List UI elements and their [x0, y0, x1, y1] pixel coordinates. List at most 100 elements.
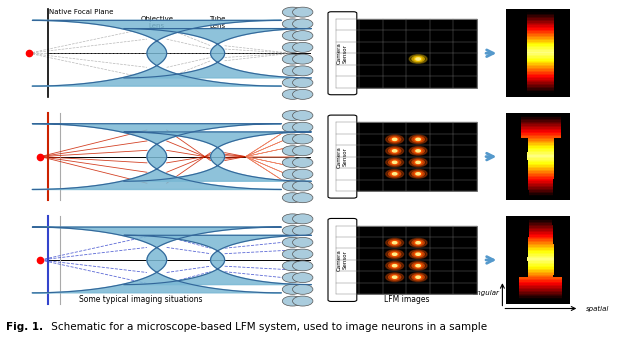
Circle shape	[409, 261, 427, 270]
Circle shape	[292, 272, 313, 283]
Circle shape	[282, 214, 303, 224]
Bar	[529, 228, 553, 229]
Bar	[527, 88, 554, 90]
Bar	[527, 18, 554, 19]
Bar	[529, 231, 553, 232]
Bar	[527, 47, 554, 49]
Circle shape	[414, 275, 422, 279]
Bar	[527, 77, 554, 78]
Circle shape	[390, 137, 399, 141]
Bar	[529, 225, 552, 226]
Bar	[527, 46, 554, 47]
Bar	[529, 114, 553, 116]
Bar	[527, 36, 554, 37]
Polygon shape	[124, 29, 312, 78]
Circle shape	[282, 66, 303, 76]
Bar	[528, 244, 554, 245]
Circle shape	[412, 171, 424, 177]
Polygon shape	[32, 20, 282, 86]
Circle shape	[414, 252, 422, 256]
Bar	[528, 183, 554, 184]
Bar	[521, 125, 561, 126]
Circle shape	[386, 147, 404, 155]
Circle shape	[412, 274, 424, 280]
Circle shape	[292, 249, 313, 259]
Bar	[527, 84, 554, 85]
Circle shape	[292, 146, 313, 156]
Bar	[521, 113, 561, 114]
Bar	[527, 14, 554, 15]
Bar	[519, 285, 563, 286]
Text: MLA: MLA	[290, 9, 305, 15]
Bar	[528, 266, 554, 267]
Circle shape	[292, 226, 313, 236]
Bar	[527, 21, 554, 23]
Circle shape	[386, 238, 404, 247]
Circle shape	[386, 135, 404, 144]
Circle shape	[392, 253, 397, 255]
Circle shape	[282, 272, 303, 283]
Bar	[527, 61, 554, 62]
Bar	[527, 27, 554, 29]
Bar	[529, 192, 553, 193]
Bar	[528, 142, 554, 143]
Circle shape	[282, 31, 303, 41]
Bar	[519, 301, 563, 302]
Bar	[527, 65, 554, 66]
Circle shape	[292, 193, 313, 203]
Text: Schematic for a microscope-based LFM system, used to image neurons in a sample: Schematic for a microscope-based LFM sys…	[48, 322, 487, 332]
Bar	[527, 96, 554, 97]
Bar	[528, 137, 554, 139]
Circle shape	[392, 173, 397, 175]
Circle shape	[412, 148, 424, 154]
Bar	[527, 147, 554, 148]
Bar	[506, 113, 570, 200]
Bar	[528, 130, 554, 132]
Bar	[527, 30, 554, 31]
Bar	[527, 45, 554, 46]
Polygon shape	[32, 227, 282, 293]
Bar	[528, 275, 554, 276]
Bar	[527, 87, 554, 88]
Circle shape	[388, 148, 401, 154]
Circle shape	[392, 161, 397, 164]
Bar	[528, 251, 554, 253]
Bar	[527, 90, 554, 91]
Circle shape	[292, 169, 313, 179]
Bar	[529, 235, 553, 237]
Bar	[529, 184, 553, 186]
Bar	[528, 132, 554, 133]
Circle shape	[390, 149, 399, 153]
Bar	[336, 122, 477, 191]
Bar	[528, 139, 554, 141]
Bar	[506, 9, 570, 97]
Bar	[519, 282, 563, 283]
Bar	[528, 133, 554, 135]
Circle shape	[386, 158, 404, 167]
Text: EPIs: EPIs	[536, 295, 552, 304]
Circle shape	[386, 169, 404, 178]
Circle shape	[282, 284, 303, 294]
Bar	[527, 93, 554, 94]
Bar	[528, 167, 554, 168]
Bar	[528, 176, 554, 177]
Bar	[527, 151, 554, 152]
Bar	[529, 190, 553, 192]
Bar	[527, 75, 554, 77]
Bar	[527, 263, 554, 264]
Bar	[521, 129, 561, 130]
Bar	[529, 289, 553, 291]
Bar	[529, 239, 553, 241]
Bar	[529, 117, 553, 119]
Bar	[527, 253, 554, 254]
Circle shape	[409, 147, 427, 155]
Circle shape	[388, 159, 401, 165]
Bar	[527, 41, 554, 43]
Bar	[527, 155, 554, 157]
Circle shape	[416, 173, 420, 175]
Bar	[529, 113, 553, 114]
Circle shape	[292, 19, 313, 29]
Circle shape	[282, 169, 303, 179]
Bar	[528, 273, 554, 275]
Bar	[528, 165, 554, 167]
